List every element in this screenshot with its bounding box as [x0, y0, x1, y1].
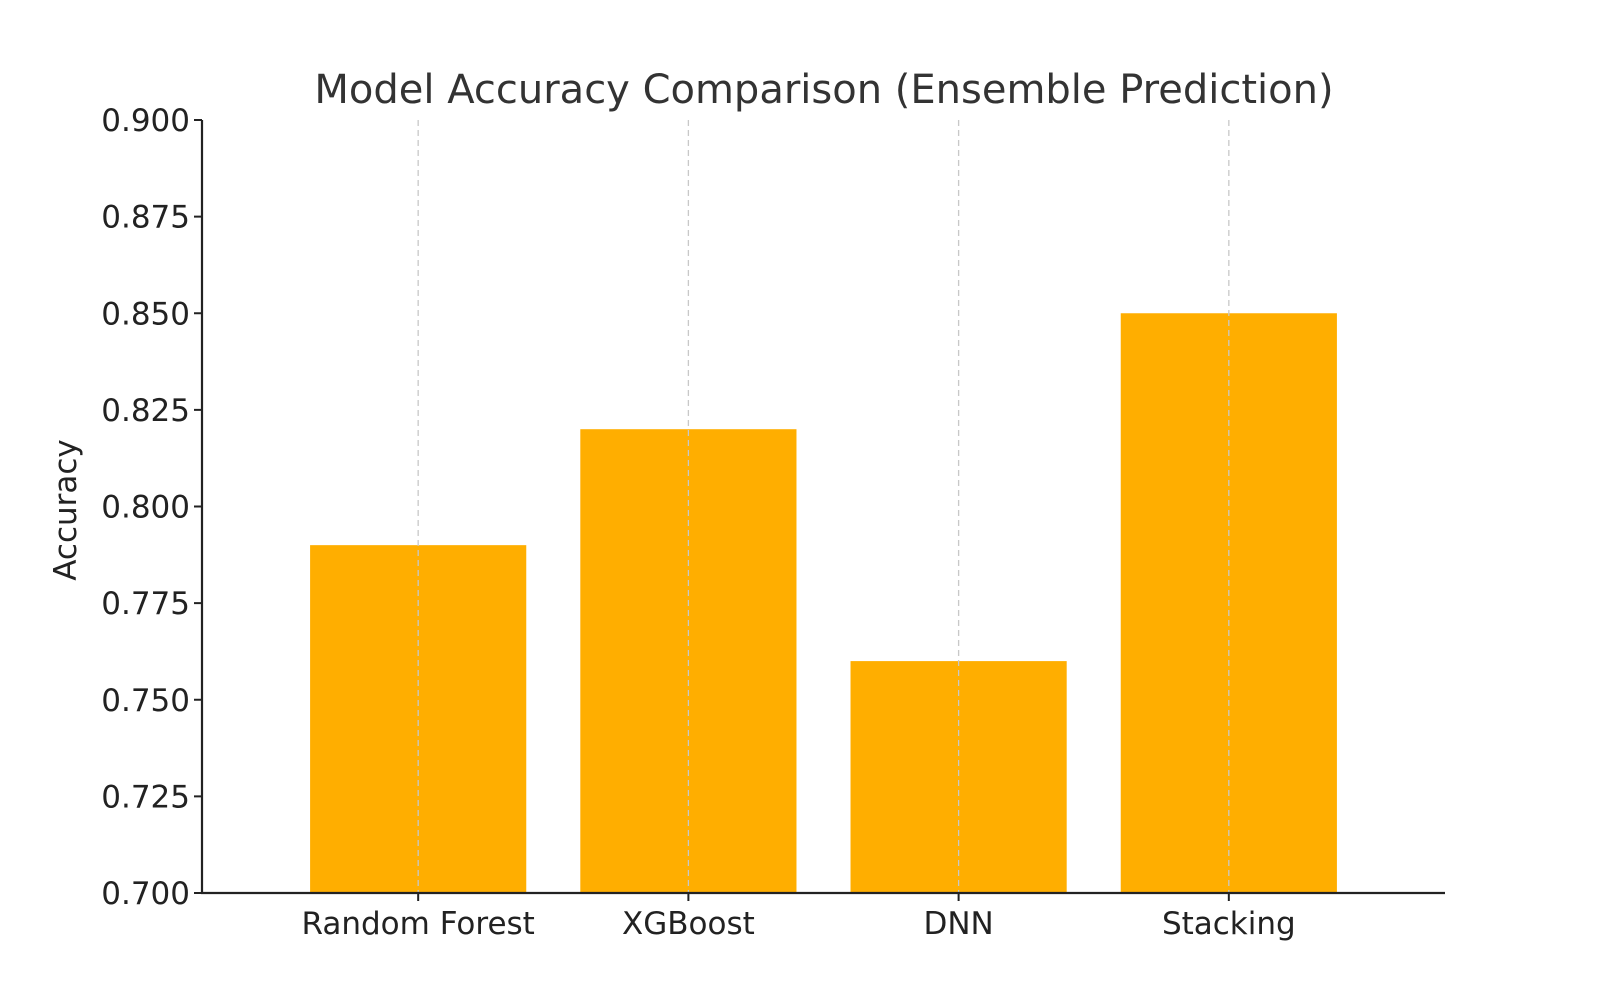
y-tick-label: 0.775 [101, 586, 190, 622]
grid-lines [417, 120, 1230, 893]
x-tick-label: Stacking [1162, 906, 1296, 942]
x-tick-label: XGBoost [622, 906, 755, 942]
y-tick-label: 0.800 [101, 490, 190, 526]
y-tick-label: 0.700 [101, 876, 190, 912]
y-ticks: 0.700 0.725 0.750 0.775 0.800 0.825 0.850 0.875… [101, 103, 202, 912]
bars [310, 313, 1337, 893]
y-axis-label: Accuracy [48, 439, 84, 581]
x-ticks: Random Forest XGBoost DNN Stacking [302, 893, 1296, 942]
x-tick-label: DNN [923, 906, 993, 942]
chart-title: Model Accuracy Comparison (Ensemble Pred… [314, 67, 1333, 113]
y-tick-label: 0.850 [101, 296, 190, 332]
y-tick-label: 0.900 [101, 103, 190, 139]
y-tick-label: 0.825 [101, 393, 190, 429]
y-tick-label: 0.725 [101, 779, 190, 815]
x-tick-label: Random Forest [302, 906, 535, 942]
y-tick-label: 0.750 [101, 683, 190, 719]
y-tick-label: 0.875 [101, 200, 190, 236]
